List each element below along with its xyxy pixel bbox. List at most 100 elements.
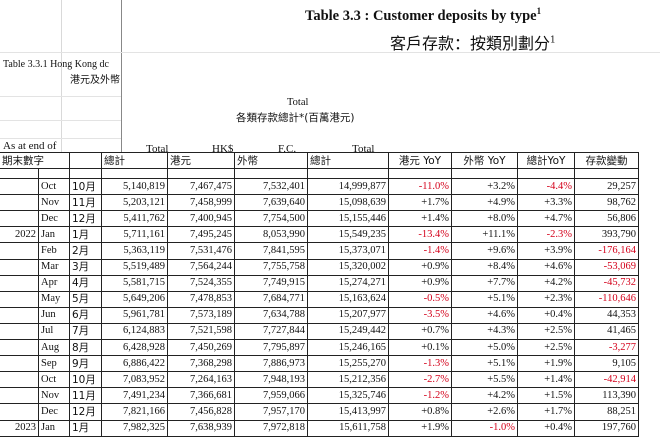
fc-cell: 7,754,500 (234, 210, 308, 228)
fc-yoy-cell: +4.3% (451, 322, 518, 341)
change-cell: 88,251 (574, 403, 639, 421)
month-zh-cell: 1月 (69, 226, 102, 244)
total-cell: 5,411,762 (101, 210, 168, 228)
total-yoy-cell: +4.6% (517, 258, 575, 276)
month-cell: Jul (38, 322, 70, 341)
total-cell: 5,363,119 (101, 242, 168, 260)
table-row: Oct 10月 7,083,952 7,264,163 7,948,193 15,212,… (0, 371, 639, 389)
month-cell: Sep (38, 355, 70, 373)
total-label-zh: 各類存款總計*(百萬港元) (236, 112, 355, 124)
table-row: 2022 Jan 1月 5,711,161 7,495,245 8,053,990 15,5… (0, 226, 639, 244)
year-cell (0, 242, 39, 260)
hk-yoy-cell: -13.4% (388, 226, 452, 244)
hkd-cell: 7,638,939 (167, 419, 235, 437)
hk-yoy-cell: +1.9% (388, 419, 452, 437)
total-cell: 5,203,121 (101, 194, 168, 212)
fc-cell: 7,886,973 (234, 355, 308, 373)
table-row: Apr 4月 5,581,715 7,524,355 7,749,915 15,274,2… (0, 274, 639, 292)
fc-yoy-cell: +4.2% (451, 387, 518, 405)
hkd-cell: 7,400,945 (167, 210, 235, 228)
fc-cell: 7,948,193 (234, 371, 308, 389)
year-cell (0, 387, 39, 405)
total-cell: 7,982,325 (101, 419, 168, 437)
month-zh-cell: 10月 (69, 371, 102, 389)
total-yoy-cell: +3.3% (517, 194, 575, 212)
change-cell: 29,257 (574, 178, 639, 196)
spacer-cell (388, 168, 452, 180)
hk-yoy-cell: -1.3% (388, 355, 452, 373)
change-cell: -53,069 (574, 258, 639, 276)
table-row: Jun 6月 5,961,781 7,573,189 7,634,788 15,207,9… (0, 306, 639, 324)
fc-cell: 7,972,818 (234, 419, 308, 437)
hkd-cell: 7,478,853 (167, 290, 235, 308)
fc-cell: 7,727,844 (234, 322, 308, 341)
change-cell: -42,914 (574, 371, 639, 389)
year-cell (0, 322, 39, 341)
total-cell: 5,649,206 (101, 290, 168, 308)
spacer-cell (234, 168, 308, 180)
fc-cell: 7,795,897 (234, 339, 308, 357)
hk-yoy-cell: +1.7% (388, 194, 452, 212)
total-cell: 6,886,422 (101, 355, 168, 373)
total-yoy-cell: -4.4% (517, 178, 575, 196)
month-zh-cell: 10月 (69, 178, 102, 196)
hkd-cell: 7,524,355 (167, 274, 235, 292)
hk-yoy-cell: -2.7% (388, 371, 452, 389)
header-row: 期末數字 總計 港元 外幣 總計 港元 YoY 外幣 YoY 總計YoY 存款變… (0, 151, 639, 170)
total-yoy-cell: +4.7% (517, 210, 575, 228)
fc-cell: 7,959,066 (234, 387, 308, 405)
col-head-fc: 外幣 (234, 151, 308, 170)
total2-cell: 15,255,270 (307, 355, 389, 373)
fc-cell: 7,639,640 (234, 194, 308, 212)
month-cell: May (38, 290, 70, 308)
header-blank-cell (69, 151, 102, 170)
fc-cell: 7,749,915 (234, 274, 308, 292)
fc-yoy-cell: +4.6% (451, 306, 518, 324)
total-yoy-cell: +0.4% (517, 306, 575, 324)
title-superscript: 1 (536, 6, 542, 16)
col-head-hkd: 港元 (167, 151, 235, 170)
hkd-cell: 7,450,269 (167, 339, 235, 357)
total-yoy-cell: +3.9% (517, 242, 575, 260)
total-yoy-cell: +0.4% (517, 419, 575, 437)
grid-row-line (0, 52, 660, 53)
sub-table-title-zh: 港元及外幣 (70, 75, 120, 86)
grid-row-line (0, 138, 121, 139)
total2-cell: 15,611,758 (307, 419, 389, 437)
total-yoy-cell: +1.7% (517, 403, 575, 421)
fc-yoy-cell: +2.6% (451, 403, 518, 421)
total2-cell: 15,212,356 (307, 371, 389, 389)
month-cell: Jan (38, 419, 70, 437)
total2-cell: 15,098,639 (307, 194, 389, 212)
hkd-cell: 7,366,681 (167, 387, 235, 405)
year-cell (0, 194, 39, 212)
change-cell: -45,732 (574, 274, 639, 292)
hkd-cell: 7,495,245 (167, 226, 235, 244)
month-zh-cell: 12月 (69, 403, 102, 421)
hk-yoy-cell: +0.1% (388, 339, 452, 357)
spacer-cell (307, 168, 389, 180)
total-cell: 7,491,234 (101, 387, 168, 405)
total2-cell: 15,246,165 (307, 339, 389, 357)
month-zh-cell: 6月 (69, 306, 102, 324)
total-yoy-cell: +4.2% (517, 274, 575, 292)
change-cell: 41,465 (574, 322, 639, 341)
total-yoy-cell: +2.5% (517, 339, 575, 357)
table-row: May 5月 5,649,206 7,478,853 7,684,771 15,163,6… (0, 290, 639, 308)
hkd-cell: 7,564,244 (167, 258, 235, 276)
grid-row-line (0, 96, 121, 97)
change-cell: 44,353 (574, 306, 639, 324)
change-cell: -3,277 (574, 339, 639, 357)
hk-yoy-cell: +0.7% (388, 322, 452, 341)
year-cell (0, 258, 39, 276)
year-cell: 2022 (0, 226, 39, 244)
total-cell: 7,083,952 (101, 371, 168, 389)
hkd-cell: 7,573,189 (167, 306, 235, 324)
table-row: Dec 12月 5,411,762 7,400,945 7,754,500 15,155,… (0, 210, 639, 228)
year-cell (0, 403, 39, 421)
table-row: Mar 3月 5,519,489 7,564,244 7,755,758 15,320,0… (0, 258, 639, 276)
fc-yoy-cell: +8.0% (451, 210, 518, 228)
month-cell: Jun (38, 306, 70, 324)
hk-yoy-cell: +1.4% (388, 210, 452, 228)
total-yoy-cell: +1.9% (517, 355, 575, 373)
